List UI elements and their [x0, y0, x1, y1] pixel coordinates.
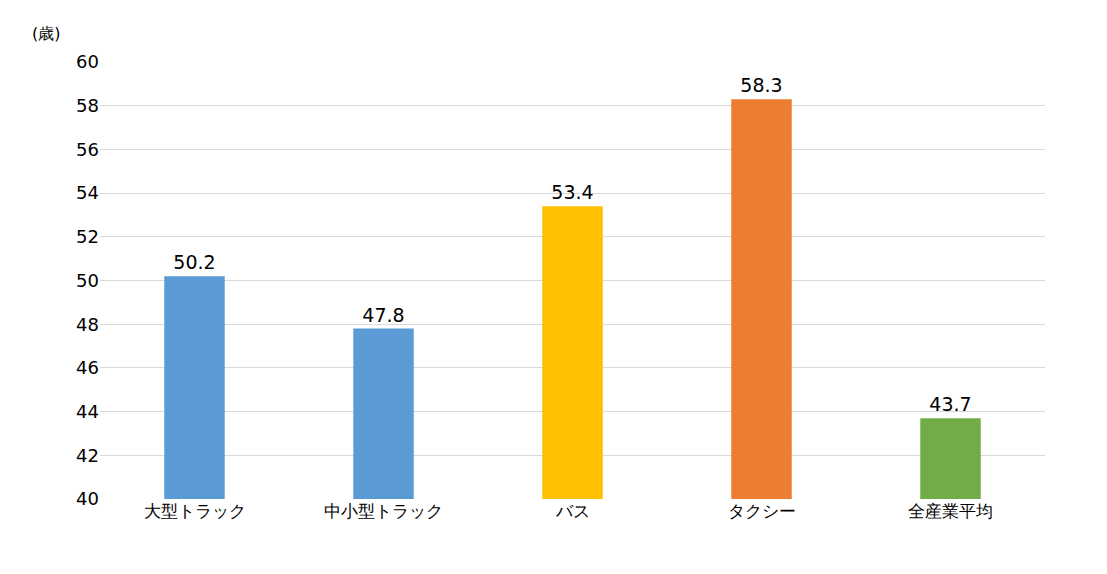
- svg-text:56: 56: [76, 139, 99, 160]
- svg-text:全産業平均: 全産業平均: [908, 501, 993, 521]
- svg-text:50: 50: [76, 270, 99, 291]
- svg-text:43.7: 43.7: [929, 393, 971, 415]
- svg-text:58.3: 58.3: [740, 74, 782, 96]
- svg-text:42: 42: [76, 445, 99, 466]
- svg-text:52: 52: [76, 226, 99, 247]
- svg-text:(歳): (歳): [32, 24, 60, 43]
- svg-text:中小型トラック: 中小型トラック: [324, 501, 443, 521]
- svg-text:タクシー: タクシー: [728, 501, 796, 521]
- svg-text:44: 44: [76, 401, 99, 422]
- svg-text:48: 48: [76, 314, 99, 335]
- svg-text:大型トラック: 大型トラック: [144, 501, 246, 521]
- svg-text:47.8: 47.8: [362, 304, 404, 326]
- svg-text:58: 58: [76, 95, 99, 116]
- svg-text:40: 40: [76, 488, 99, 509]
- svg-text:54: 54: [76, 182, 99, 203]
- svg-text:50.2: 50.2: [173, 251, 215, 273]
- svg-text:60: 60: [76, 51, 99, 72]
- svg-text:53.4: 53.4: [551, 181, 593, 203]
- svg-text:バス: バス: [555, 501, 590, 521]
- svg-text:46: 46: [76, 357, 99, 378]
